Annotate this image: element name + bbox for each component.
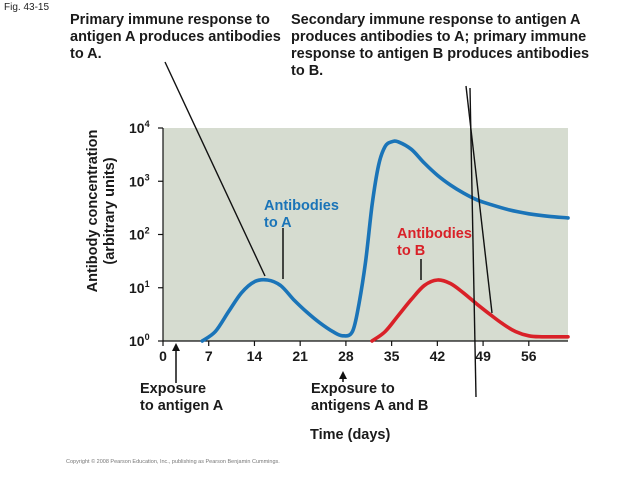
- series-layer: [200, 139, 570, 343]
- figure-label: Fig. 43-15: [4, 2, 50, 13]
- exposure-ab-arrow-head: [339, 371, 347, 379]
- x-tick-label-8: 56: [521, 348, 537, 364]
- antibodies-b-label-line1: Antibodies: [397, 226, 472, 242]
- exposure-ab-line2: antigens A and B: [311, 398, 429, 414]
- exposure-ab-line1: Exposure to: [311, 381, 395, 397]
- antibodies-a-label-line2: to A: [264, 215, 292, 231]
- primary-b-pointer: [465, 85, 493, 314]
- y-tick-label-2: 102: [129, 226, 150, 243]
- y-tick-label-3: 103: [129, 172, 150, 189]
- x-tick-label-7: 49: [475, 348, 491, 364]
- antibodies-b-label-line2: to B: [397, 243, 425, 259]
- y-tick-label-1: 101: [129, 279, 150, 296]
- copyright-notice: Copyright © 2008 Pearson Education, Inc.…: [66, 459, 280, 465]
- exposure-antigen-a-label: Exposure to antigen A: [140, 381, 223, 415]
- annotation-primary-response: Primary immune response to antigen A pro…: [70, 12, 281, 62]
- axes-layer: 100 101 102 103 104 0 7 14 21 28 35 42 49 56: [129, 119, 568, 364]
- x-tick-label-0: 0: [159, 348, 167, 364]
- x-axis-label: Time (days): [310, 427, 391, 443]
- antibodies-a-curve: [200, 139, 570, 343]
- x-tick-label-3: 21: [292, 348, 308, 364]
- x-tick-label-6: 42: [430, 348, 446, 364]
- x-tick-label-1: 7: [205, 348, 213, 364]
- primary-response-pointer: [164, 61, 266, 277]
- exposure-a-line2: to antigen A: [140, 398, 224, 414]
- annotation-secondary-response: Secondary immune response to antigen A p…: [291, 12, 590, 79]
- antibodies-b-curve: [370, 278, 570, 343]
- x-tick-label-5: 35: [384, 348, 400, 364]
- y-tick-label-0: 100: [129, 332, 150, 349]
- secondary-a-pointer-stem: [469, 87, 477, 398]
- x-tick-label-4: 28: [338, 348, 354, 364]
- exposure-antigens-ab-label: Exposure to antigens A and B: [311, 381, 428, 415]
- exposure-a-line1: Exposure: [140, 381, 207, 397]
- antibodies-a-label-line1: Antibodies: [264, 198, 339, 214]
- exposure-a-arrow-head: [172, 343, 180, 351]
- x-tick-label-2: 14: [247, 348, 263, 364]
- y-tick-label-4: 104: [129, 119, 150, 136]
- plot-background: [163, 128, 568, 341]
